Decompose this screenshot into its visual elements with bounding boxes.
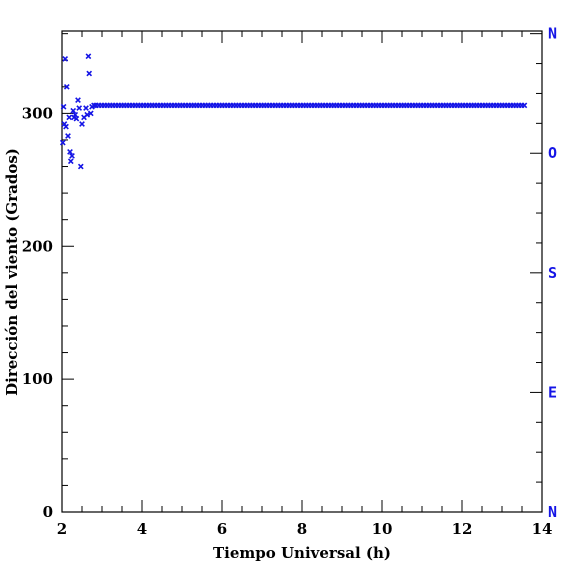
data-point [59, 139, 66, 146]
data-point [73, 115, 80, 122]
x-tick-label: 10 [372, 520, 393, 538]
data-point [66, 114, 73, 121]
y-tick-labels: 0 100 200 300 [22, 104, 53, 521]
data-point [63, 123, 69, 130]
x-tick-labels: 2 4 6 8 10 12 14 [57, 520, 553, 538]
data-point [65, 133, 71, 139]
compass-label: N [548, 25, 557, 43]
data-point [76, 105, 83, 111]
y-tick-label: 100 [22, 370, 53, 388]
data-point [84, 111, 91, 118]
data-point [72, 111, 79, 118]
right-direction-labels: N E S O N [548, 25, 557, 521]
data-point [75, 97, 81, 103]
data-point [77, 163, 84, 170]
data-point [87, 110, 94, 117]
data-point [521, 102, 528, 109]
y-tick-label: 200 [22, 237, 53, 255]
data-point [67, 149, 73, 155]
y-axis-label: Dirección del viento (Grados) [3, 148, 21, 396]
x-tick-label: 12 [452, 520, 473, 538]
data-point [67, 158, 74, 165]
compass-label: N [548, 503, 557, 521]
data-point [60, 103, 67, 110]
data-point [63, 83, 70, 90]
data-point [86, 70, 93, 77]
x-tick-label: 4 [137, 520, 147, 538]
data-point [79, 121, 85, 127]
data-point [85, 53, 92, 60]
axis-ticks [61, 31, 543, 513]
x-tick-label: 2 [57, 520, 67, 538]
x-axis-label: Tiempo Universal (h) [213, 544, 391, 562]
compass-label: O [548, 144, 557, 162]
x-tick-label: 14 [532, 520, 553, 538]
compass-label: E [548, 383, 557, 401]
data-points [59, 53, 528, 170]
x-tick-label: 8 [297, 520, 307, 538]
data-point [83, 105, 89, 111]
data-point [70, 107, 77, 114]
x-tick-label: 6 [217, 520, 227, 538]
compass-label: S [548, 264, 557, 282]
data-point [69, 153, 75, 159]
y-tick-label: 0 [43, 503, 53, 521]
y-tick-label: 300 [22, 104, 53, 122]
data-point [62, 56, 69, 62]
